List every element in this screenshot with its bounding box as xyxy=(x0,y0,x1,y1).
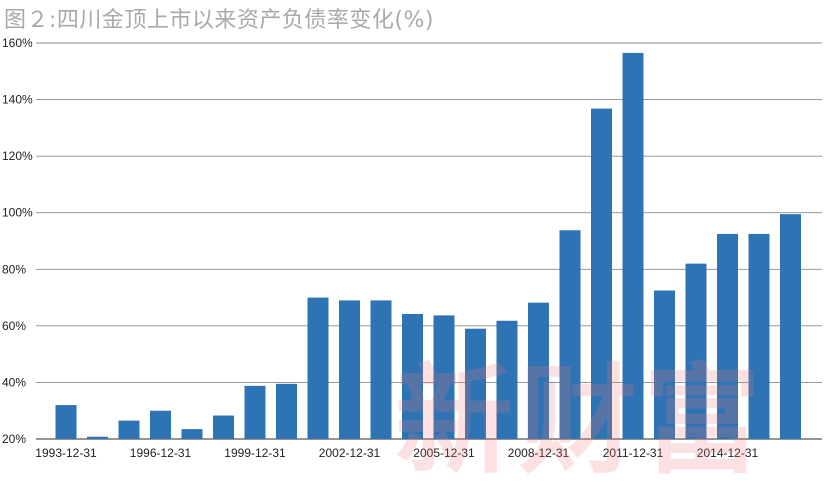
bar xyxy=(87,436,108,439)
bar xyxy=(118,420,140,439)
bar xyxy=(591,108,612,439)
bar xyxy=(622,52,644,440)
bar xyxy=(465,328,486,439)
x-tick-label: 2002-12-31 xyxy=(319,446,381,460)
bar xyxy=(370,300,392,439)
y-tick-label: 20% xyxy=(2,432,26,446)
bar-chart: 20%40%60%80%100%120%140%160% 1993-12-31 1… xyxy=(2,36,822,460)
bar xyxy=(150,410,171,439)
x-tick-label: 2014-12-31 xyxy=(697,446,759,460)
x-tick-label: 2011-12-31 xyxy=(603,446,664,460)
bar xyxy=(559,230,581,439)
y-tick-label: 100% xyxy=(2,206,33,220)
bars xyxy=(55,52,801,440)
bar xyxy=(213,415,234,439)
x-tick-label: 1993-12-31 xyxy=(35,446,97,460)
bar xyxy=(780,214,801,439)
x-tick-label: 1996-12-31 xyxy=(130,446,192,460)
bar xyxy=(276,383,297,439)
x-axis-ticks: 1993-12-31 1996-12-31 1999-12-31 2002-12-31… xyxy=(35,446,758,460)
bar xyxy=(307,297,329,439)
bar xyxy=(402,313,423,439)
bar xyxy=(339,300,360,439)
y-tick-label: 80% xyxy=(2,262,26,276)
bar xyxy=(528,302,549,439)
bar xyxy=(685,263,707,439)
bar xyxy=(496,320,518,439)
chart-title: 图２:四川金顶上市以来资产负债率变化(%) xyxy=(4,8,434,33)
bar xyxy=(244,385,266,439)
bar xyxy=(717,233,738,439)
bar xyxy=(748,233,770,439)
x-tick-label: 1999-12-31 xyxy=(224,446,286,460)
bar xyxy=(433,315,455,439)
y-tick-label: 60% xyxy=(2,319,26,333)
x-tick-label: 2005-12-31 xyxy=(413,446,475,460)
y-tick-label: 140% xyxy=(2,93,33,107)
y-tick-label: 40% xyxy=(2,375,26,389)
y-tick-label: 120% xyxy=(2,149,33,163)
bar xyxy=(55,405,77,439)
y-tick-label: 160% xyxy=(2,36,33,50)
bar xyxy=(181,429,203,439)
x-tick-label: 2008-12-31 xyxy=(508,446,570,460)
y-axis-ticks: 20% 40% 60% 80% 100% 120% 140% 160% xyxy=(2,36,33,446)
bar xyxy=(654,290,675,439)
